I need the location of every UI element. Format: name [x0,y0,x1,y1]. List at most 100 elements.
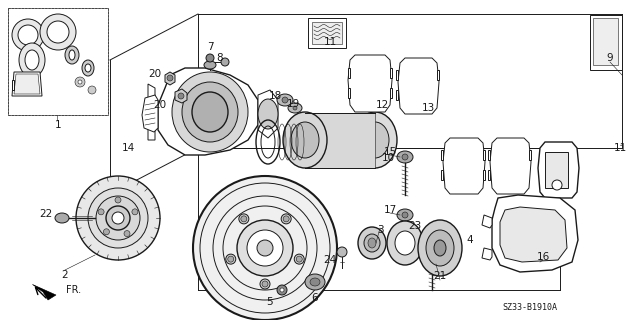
Text: 2: 2 [62,270,68,280]
Text: 11: 11 [323,37,336,47]
Ellipse shape [353,112,397,168]
Circle shape [96,196,140,240]
Text: 15: 15 [384,147,397,157]
Circle shape [293,106,297,110]
Circle shape [283,216,289,222]
Circle shape [106,206,130,230]
Polygon shape [396,90,398,100]
Circle shape [78,80,82,84]
Polygon shape [483,170,485,180]
Polygon shape [148,84,155,100]
Circle shape [178,93,184,99]
Text: 8: 8 [217,53,223,63]
Ellipse shape [361,122,389,158]
Circle shape [88,86,96,94]
Circle shape [75,77,85,87]
Text: 12: 12 [375,100,389,110]
Ellipse shape [397,151,413,163]
Polygon shape [490,138,531,194]
Polygon shape [488,150,490,160]
Circle shape [221,58,229,66]
Text: 9: 9 [607,53,614,63]
Polygon shape [529,150,531,160]
Circle shape [76,176,160,260]
Text: 7: 7 [207,42,214,52]
Polygon shape [165,72,175,85]
Polygon shape [538,142,579,198]
Text: 16: 16 [536,252,549,262]
Circle shape [296,256,302,262]
Text: 18: 18 [268,91,282,101]
Text: 22: 22 [40,209,53,219]
Polygon shape [142,95,158,132]
Polygon shape [398,58,439,114]
Text: 5: 5 [266,297,273,307]
Polygon shape [158,68,258,155]
Circle shape [282,97,288,103]
Polygon shape [443,138,485,194]
Ellipse shape [395,231,415,255]
Text: 13: 13 [421,103,435,113]
Text: 10: 10 [381,153,394,163]
Circle shape [280,288,284,292]
Circle shape [228,256,234,262]
Ellipse shape [69,50,75,60]
Circle shape [281,214,291,224]
Text: 20: 20 [149,69,161,79]
Bar [8,8,108,115]
Ellipse shape [12,19,44,51]
Text: 20: 20 [154,100,166,110]
Ellipse shape [206,54,214,62]
Ellipse shape [364,234,380,252]
Text: 17: 17 [384,205,397,215]
Ellipse shape [82,60,94,76]
Circle shape [247,230,283,266]
Circle shape [98,209,104,215]
Text: 14: 14 [122,143,135,153]
Text: 23: 23 [408,221,421,231]
Circle shape [132,209,138,215]
Circle shape [239,214,249,224]
Bar [590,15,622,70]
Ellipse shape [397,209,413,221]
Polygon shape [492,195,578,272]
Text: 21: 21 [433,271,447,281]
Polygon shape [258,90,278,138]
Ellipse shape [387,221,423,265]
Polygon shape [12,72,42,96]
Ellipse shape [310,278,320,286]
Circle shape [260,279,270,289]
Polygon shape [437,70,439,80]
Ellipse shape [424,252,440,264]
Ellipse shape [182,82,238,142]
Ellipse shape [40,14,76,50]
Polygon shape [390,68,392,78]
Text: 1: 1 [55,120,61,130]
Polygon shape [148,124,155,140]
Text: SZ33-B1910A: SZ33-B1910A [503,303,558,313]
Ellipse shape [55,213,69,223]
Circle shape [257,240,273,256]
Ellipse shape [418,220,462,276]
Polygon shape [593,18,618,65]
Ellipse shape [283,112,327,168]
Polygon shape [441,170,443,180]
Circle shape [237,220,293,276]
Ellipse shape [434,240,446,256]
Polygon shape [32,284,56,300]
Circle shape [226,254,236,264]
Ellipse shape [258,99,278,129]
Circle shape [429,255,435,261]
Ellipse shape [47,21,69,43]
Circle shape [103,229,110,235]
Polygon shape [12,80,14,90]
Polygon shape [348,68,350,78]
Text: 11: 11 [614,143,627,153]
Text: FR.: FR. [66,285,81,295]
Text: 19: 19 [287,99,300,109]
Circle shape [294,254,304,264]
Polygon shape [488,170,490,180]
Ellipse shape [305,274,325,290]
Ellipse shape [368,238,376,248]
Circle shape [167,75,173,81]
